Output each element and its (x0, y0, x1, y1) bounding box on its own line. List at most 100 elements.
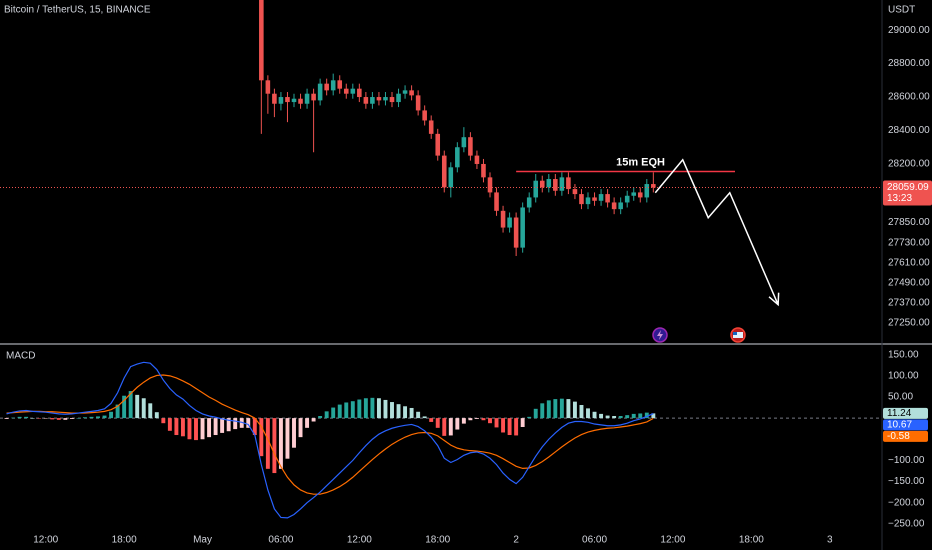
macd-tick-label: −150.00 (888, 476, 925, 487)
histogram-bar (4, 418, 9, 419)
histogram-bar (187, 418, 192, 440)
histogram-bar (161, 418, 166, 424)
macd-tick-label: −250.00 (888, 518, 925, 529)
histogram-bar (566, 399, 571, 419)
candle-body (637, 192, 643, 198)
candle-body (278, 97, 284, 104)
histogram-bar (644, 412, 649, 419)
candle-body (592, 197, 597, 201)
histogram-bar (520, 418, 525, 427)
y-tick-label: 27730.00 (888, 237, 930, 248)
histogram-bar (207, 418, 212, 438)
histogram-bar (324, 411, 329, 419)
histogram-bar (148, 403, 153, 419)
histogram-bar (403, 406, 408, 419)
histogram-bar (442, 418, 447, 436)
histogram-bar (213, 418, 218, 436)
histogram-bar (233, 418, 238, 430)
candle-body (330, 80, 336, 91)
value-tag-label: 11.24 (887, 408, 912, 419)
candle-body (291, 98, 297, 103)
histogram-bar (50, 418, 55, 420)
histogram-bar (488, 418, 492, 424)
event-icon[interactable] (652, 327, 668, 343)
candle-body (546, 179, 552, 188)
histogram-bar (30, 418, 35, 419)
candle-body (539, 180, 545, 188)
macd-tick-label: 50.00 (888, 392, 913, 403)
candle-body (448, 167, 454, 188)
histogram-bar (383, 399, 388, 419)
histogram-bar (651, 413, 656, 419)
histogram-bar (102, 415, 107, 419)
histogram-bar (141, 398, 146, 419)
countdown-label: 13:23 (887, 193, 912, 204)
candle-body (468, 137, 473, 156)
histogram-bar (76, 418, 81, 419)
candle-body (598, 194, 604, 201)
candle-body (265, 80, 271, 94)
y-tick-label: 27370.00 (888, 297, 930, 308)
histogram-bar (115, 404, 120, 419)
x-tick-label: May (193, 535, 212, 546)
candle-body (481, 163, 486, 178)
x-tick-label: 12:00 (660, 535, 685, 546)
histogram-bar (494, 418, 499, 428)
histogram-bar (357, 399, 362, 419)
value-tag-label: 10.67 (887, 420, 912, 431)
histogram-bar (109, 411, 114, 419)
histogram-bar (17, 416, 22, 419)
y-tick-label: 27250.00 (888, 318, 930, 329)
histogram-bar (370, 397, 375, 419)
candle-body (513, 217, 519, 248)
last-price-label: 28059.09 (887, 182, 929, 193)
candle-body (422, 110, 427, 121)
histogram-bar (96, 416, 100, 419)
histogram-bar (63, 418, 68, 420)
candle-body (428, 120, 434, 134)
histogram-bar (56, 418, 61, 420)
candle-body (370, 97, 375, 104)
candle-body (396, 93, 401, 103)
histogram-bar (180, 418, 185, 437)
candle-body (409, 90, 414, 96)
histogram-bar (461, 418, 466, 424)
candle-body (572, 189, 578, 195)
histogram-bar (625, 415, 630, 419)
candle-body (585, 197, 591, 205)
histogram-bar (89, 416, 94, 419)
histogram-bar (331, 407, 336, 419)
candle-body (343, 88, 349, 94)
histogram-bar (546, 400, 551, 419)
histogram-bar (416, 411, 421, 419)
histogram-bar (194, 418, 198, 441)
y-tick-label: 28200.00 (888, 159, 930, 170)
axes: 29000.00 28800.00 28600.00 28400.00 28200.00… (33, 25, 932, 546)
histogram-bar (278, 418, 283, 469)
candle-body (402, 90, 408, 94)
price-pane: 15m EQH (0, 0, 882, 307)
histogram-bar (128, 391, 133, 419)
x-tick-label: 06:00 (268, 535, 293, 546)
x-tick-label: 18:00 (425, 535, 450, 546)
histogram-bar (422, 416, 427, 419)
candle-body (304, 93, 310, 104)
candle-body (605, 194, 610, 203)
histogram-bar (409, 407, 414, 419)
candle-body (337, 80, 343, 89)
candle-body (624, 195, 630, 203)
histogram-bar (390, 402, 394, 419)
histogram-bar (507, 418, 512, 436)
candle-body (494, 192, 499, 211)
histogram-bar (122, 395, 127, 419)
histogram-bar (37, 418, 42, 419)
histogram-bar (337, 404, 342, 419)
candle-body (461, 137, 467, 148)
economic-event-icon[interactable] (730, 327, 746, 343)
histogram-bar (318, 416, 323, 419)
candle-body (553, 179, 558, 191)
histogram-bar (599, 413, 604, 419)
macd-tick-label: 100.00 (888, 370, 919, 381)
candle-body (298, 98, 303, 104)
